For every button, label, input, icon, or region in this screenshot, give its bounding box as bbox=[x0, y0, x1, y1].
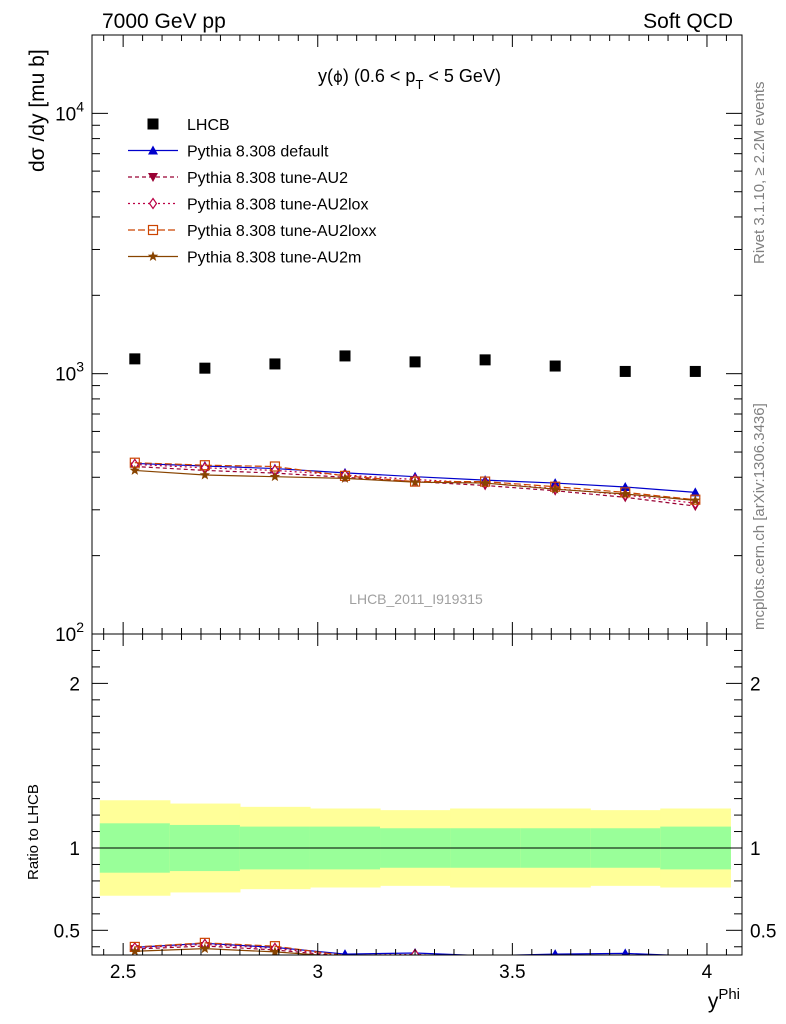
data-point bbox=[549, 360, 561, 372]
y-axis-label: dσ /dy [mu b] bbox=[26, 49, 49, 172]
data-point bbox=[689, 365, 701, 377]
series-marker-4 bbox=[269, 471, 281, 482]
data-point bbox=[479, 354, 491, 366]
ratio-uncertainty-bands bbox=[92, 800, 742, 896]
legend-marker-3 bbox=[147, 224, 159, 236]
header-left: 7000 GeV pp bbox=[102, 10, 226, 33]
legend: LHCB Pythia 8.308 default Pythia 8.308 tun… bbox=[128, 117, 376, 267]
x-tick-label: 3 bbox=[312, 962, 323, 983]
y-tick-label: 103 bbox=[55, 359, 84, 386]
side-label-rivet: Rivet 3.1.10, ≥ 2.2M events bbox=[751, 82, 768, 265]
legend-marker-4 bbox=[147, 251, 159, 261]
data-point bbox=[339, 350, 351, 362]
legend-marker-2 bbox=[148, 197, 158, 210]
ratio-tick-label-right: 2 bbox=[750, 674, 761, 695]
data-point bbox=[619, 365, 631, 377]
series-marker-4 bbox=[549, 483, 561, 494]
legend-label-0: Pythia 8.308 default bbox=[187, 144, 329, 161]
main-series-group bbox=[129, 350, 701, 512]
legend-marker-data bbox=[147, 118, 159, 130]
data-point bbox=[199, 362, 211, 374]
ratio-tick-label-left: 1 bbox=[69, 839, 80, 860]
series-marker-0 bbox=[690, 487, 701, 497]
ratio-plot-frame bbox=[91, 633, 743, 956]
ratio-tick-label-left: 2 bbox=[69, 674, 80, 695]
ratio-series-group bbox=[129, 937, 682, 955]
legend-label-4: Pythia 8.308 tune-AU2m bbox=[187, 250, 361, 267]
ratio-marker-0 bbox=[621, 948, 629, 955]
legend-label-3: Pythia 8.308 tune-AU2loxx bbox=[187, 223, 376, 240]
series-marker-4 bbox=[339, 472, 351, 483]
header-right: Soft QCD bbox=[643, 10, 733, 33]
ratio-marker-0 bbox=[551, 949, 559, 955]
series-marker-4 bbox=[129, 464, 141, 475]
y-tick-label: 104 bbox=[55, 98, 84, 125]
x-tick-label: 4 bbox=[702, 962, 713, 983]
side-label-mcplots: mcplots.cern.ch [arXiv:1306.3436] bbox=[751, 403, 768, 630]
x-tick-label: 2.5 bbox=[110, 962, 136, 983]
series-marker-4 bbox=[409, 476, 421, 487]
series-marker-0 bbox=[620, 482, 631, 492]
legend-label-data: LHCB bbox=[187, 117, 230, 134]
legend-marker-0 bbox=[148, 145, 158, 155]
ratio-marker-4 bbox=[129, 945, 141, 955]
legend-label-2: Pythia 8.308 tune-AU2lox bbox=[187, 197, 368, 214]
ratio-marker-0 bbox=[341, 949, 349, 955]
ratio-line-4 bbox=[134, 948, 327, 955]
analysis-watermark: LHCB_2011_I919315 bbox=[349, 591, 483, 607]
x-tick-label: 3.5 bbox=[499, 962, 525, 983]
series-marker-4 bbox=[690, 494, 701, 505]
ratio-axis-label: Ratio to LHCB bbox=[25, 784, 42, 880]
ratio-tick-label-left: 0.5 bbox=[54, 921, 80, 942]
ratio-line-3 bbox=[134, 942, 421, 955]
series-marker-4 bbox=[479, 477, 491, 488]
ratio-marker-4 bbox=[199, 943, 211, 954]
y-tick-label: 102 bbox=[55, 619, 84, 646]
data-point bbox=[269, 358, 281, 370]
data-point bbox=[129, 353, 141, 365]
legend-label-1: Pythia 8.308 tune-AU2 bbox=[187, 170, 348, 187]
x-axis-label: yPhi bbox=[708, 986, 740, 1013]
ratio-marker-4 bbox=[269, 946, 281, 955]
ratio-tick-label-right: 0.5 bbox=[750, 921, 776, 942]
plot-title: y(ϕ) (0.6 < pT < 5 GeV) bbox=[318, 66, 501, 92]
ratio-tick-label-right: 1 bbox=[750, 839, 761, 860]
series-marker-4 bbox=[620, 488, 631, 499]
series-marker-3 bbox=[269, 461, 281, 472]
data-point bbox=[409, 356, 421, 368]
series-marker-4 bbox=[199, 469, 211, 480]
ratio-line-1 bbox=[134, 945, 418, 955]
legend-marker-1 bbox=[148, 173, 158, 182]
